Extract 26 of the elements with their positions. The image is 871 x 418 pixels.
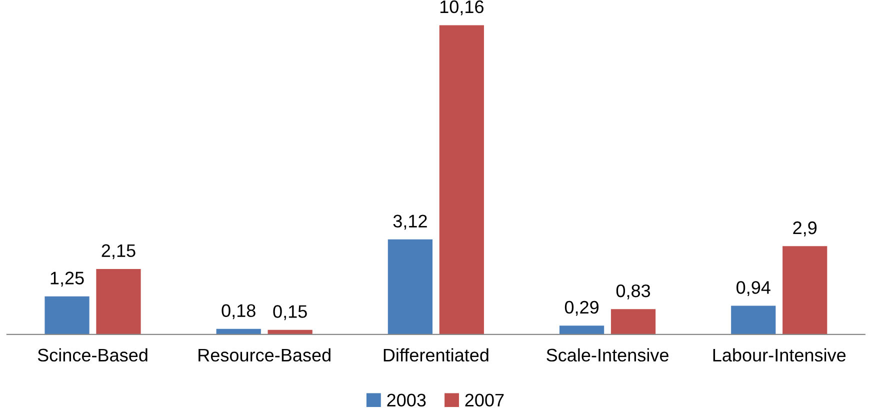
bar xyxy=(731,306,776,334)
data-label: 3,12 xyxy=(393,214,427,230)
data-label: 0,29 xyxy=(564,300,598,316)
x-tick-label: Scale-Intensive xyxy=(546,348,668,362)
x-tick-label: Resource-Based xyxy=(198,348,330,362)
data-label: 0,83 xyxy=(616,284,650,300)
x-tick-label: Differentiated xyxy=(384,348,488,362)
bar xyxy=(388,239,433,334)
data-label: 2,9 xyxy=(793,221,817,236)
data-label: 0,94 xyxy=(736,281,770,296)
x-tick-label: Labour-Intensive xyxy=(713,348,846,362)
legend-label: 2007 xyxy=(465,394,504,407)
data-label: 1,25 xyxy=(50,272,84,287)
bar xyxy=(216,328,261,334)
bar xyxy=(610,309,656,334)
legend-label: 2003 xyxy=(387,394,426,407)
bar xyxy=(559,326,604,334)
bar xyxy=(782,246,828,334)
data-label: 0,18 xyxy=(222,304,256,320)
bar xyxy=(439,25,484,334)
bar xyxy=(96,268,141,334)
bar xyxy=(44,296,90,334)
data-label: 10,16 xyxy=(440,0,484,16)
data-label: 0,15 xyxy=(273,305,307,320)
data-label: 2,15 xyxy=(102,244,136,260)
x-tick-label: Scince-Based xyxy=(38,348,148,362)
